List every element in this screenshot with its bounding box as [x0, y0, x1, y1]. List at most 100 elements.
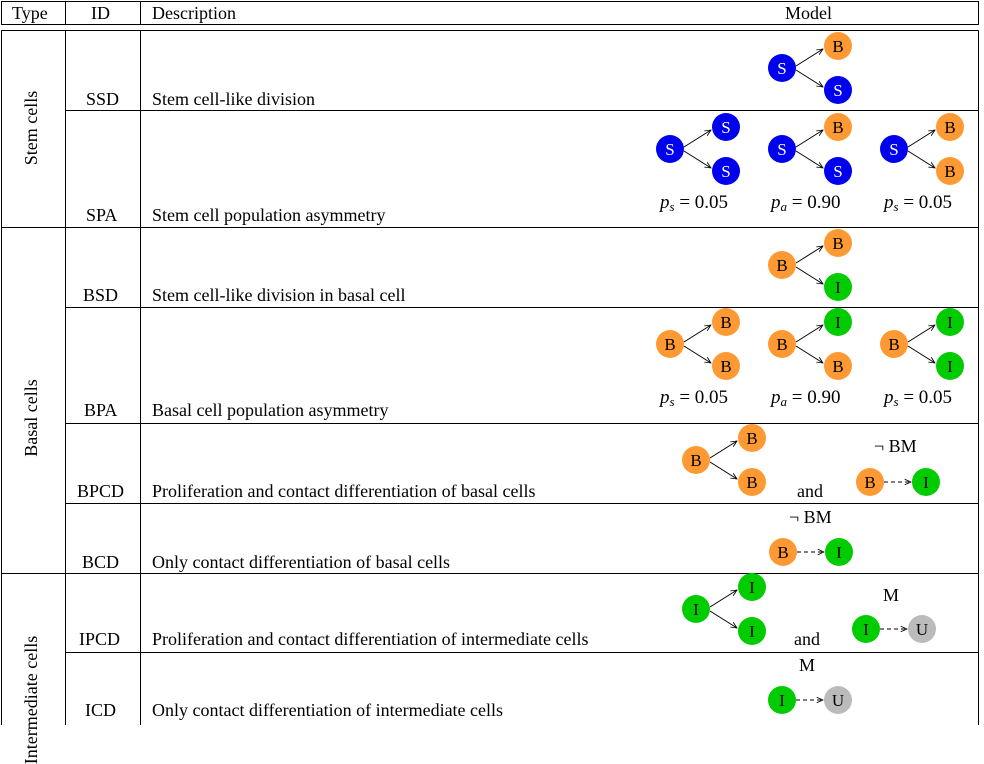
division-arrow — [683, 130, 711, 148]
cell-s-label: S — [777, 140, 786, 159]
division-arrow — [795, 246, 823, 264]
cell-s-node — [656, 135, 684, 163]
cell-b-node — [682, 446, 710, 474]
bpa-prob-symmetric-intermediate: ps = 0.05 — [884, 387, 953, 410]
header-type: Type — [12, 3, 48, 23]
cell-i-label: I — [947, 313, 953, 332]
cell-s-label: S — [833, 81, 842, 100]
group-intermediate-cells: Intermediate cells — [21, 635, 41, 764]
division-arrow — [683, 325, 711, 343]
row-icd-description: Only contact differentiation of intermed… — [152, 700, 504, 720]
cell-u-label: U — [832, 691, 844, 710]
and-label-bpcd: and — [797, 481, 823, 501]
cell-i-label: I — [835, 278, 841, 297]
cell-b-label: B — [776, 256, 787, 275]
cell-u-node — [908, 615, 936, 643]
cell-s-label: S — [721, 118, 730, 137]
division-arrow — [907, 325, 935, 343]
cell-b-node — [824, 113, 852, 141]
cell-i-label: I — [947, 357, 953, 376]
cell-b-node — [856, 468, 884, 496]
header-description: Description — [152, 3, 236, 23]
cell-s-label: S — [833, 162, 842, 181]
cell-u-label: U — [916, 620, 928, 639]
not-bm-label-bpcd: ¬ BM — [874, 436, 917, 456]
division-arrow — [709, 461, 737, 479]
division-arrow — [907, 150, 935, 168]
division-arrow — [795, 325, 823, 343]
division-arrow — [907, 130, 935, 148]
cell-i-node — [768, 686, 796, 714]
spa-prob-symmetric-stem: ps = 0.05 — [660, 192, 729, 215]
division-arrow — [683, 150, 711, 168]
cell-b-node — [768, 330, 796, 358]
cell-s-label: S — [889, 140, 898, 159]
cell-b-label: B — [944, 118, 955, 137]
cell-i-node — [825, 538, 853, 566]
row-icd-id: ICD — [85, 700, 116, 720]
row-bcd-id: BCD — [82, 552, 120, 572]
row-ssd-description: Stem cell-like division — [152, 89, 315, 109]
cell-b-node — [738, 468, 766, 496]
cell-s-node — [824, 157, 852, 185]
spa-prob-asymmetric: pa = 0.90 — [771, 192, 841, 215]
cell-i-node — [852, 615, 880, 643]
cell-b-label: B — [832, 37, 843, 56]
cell-i-node — [824, 308, 852, 336]
cell-s-node — [768, 54, 796, 82]
cell-s-label: S — [721, 162, 730, 181]
and-label-ipcd: and — [794, 629, 820, 649]
division-arrow — [795, 150, 823, 168]
cell-i-node — [682, 595, 710, 623]
row-ipcd-id: IPCD — [79, 629, 121, 649]
cell-b-label: B — [720, 357, 731, 376]
cell-i-label: I — [779, 691, 785, 710]
not-bm-label-bcd: ¬ BM — [789, 507, 832, 527]
cell-s-label: S — [665, 140, 674, 159]
division-arrow — [709, 590, 737, 608]
division-arrow — [795, 69, 823, 87]
header-border — [1, 1, 979, 25]
cell-b-label: B — [720, 313, 731, 332]
row-ssd-id: SSD — [86, 89, 120, 109]
cell-i-node — [738, 617, 766, 645]
cell-i-node — [936, 308, 964, 336]
division-arrow — [683, 345, 711, 363]
cell-s-node — [768, 135, 796, 163]
cell-i-label: I — [693, 600, 699, 619]
cell-b-label: B — [944, 162, 955, 181]
row-bsd-id: BSD — [83, 285, 119, 305]
bpa-prob-asymmetric: pa = 0.90 — [771, 387, 841, 410]
cell-b-label: B — [664, 335, 675, 354]
cell-i-label: I — [836, 543, 842, 562]
row-ipcd-description: Proliferation and contact differentiatio… — [152, 629, 589, 649]
cell-b-label: B — [832, 357, 843, 376]
cell-b-label: B — [832, 118, 843, 137]
header-id: ID — [91, 3, 110, 23]
cell-b-node — [656, 330, 684, 358]
cell-b-node — [738, 424, 766, 452]
row-spa-id: SPA — [86, 205, 118, 225]
cell-i-label: I — [749, 578, 755, 597]
cell-u-node — [824, 686, 852, 714]
cell-b-label: B — [690, 451, 701, 470]
row-spa-description: Stem cell population asymmetry — [152, 205, 386, 225]
division-arrow — [795, 130, 823, 148]
cell-i-label: I — [835, 313, 841, 332]
division-arrow — [907, 345, 935, 363]
cell-b-node — [712, 308, 740, 336]
cell-b-node — [768, 251, 796, 279]
cell-b-label: B — [864, 473, 875, 492]
cell-b-node — [824, 229, 852, 257]
cell-i-node — [912, 468, 940, 496]
row-bpcd-id: BPCD — [77, 481, 125, 501]
cell-b-node — [712, 352, 740, 380]
cell-b-label: B — [777, 543, 788, 562]
division-arrow — [709, 441, 737, 459]
cell-s-node — [712, 157, 740, 185]
m-label-icd: M — [799, 655, 816, 675]
spa-prob-symmetric-basal: ps = 0.05 — [884, 192, 953, 215]
header-model: Model — [785, 3, 832, 23]
cell-b-label: B — [832, 234, 843, 253]
